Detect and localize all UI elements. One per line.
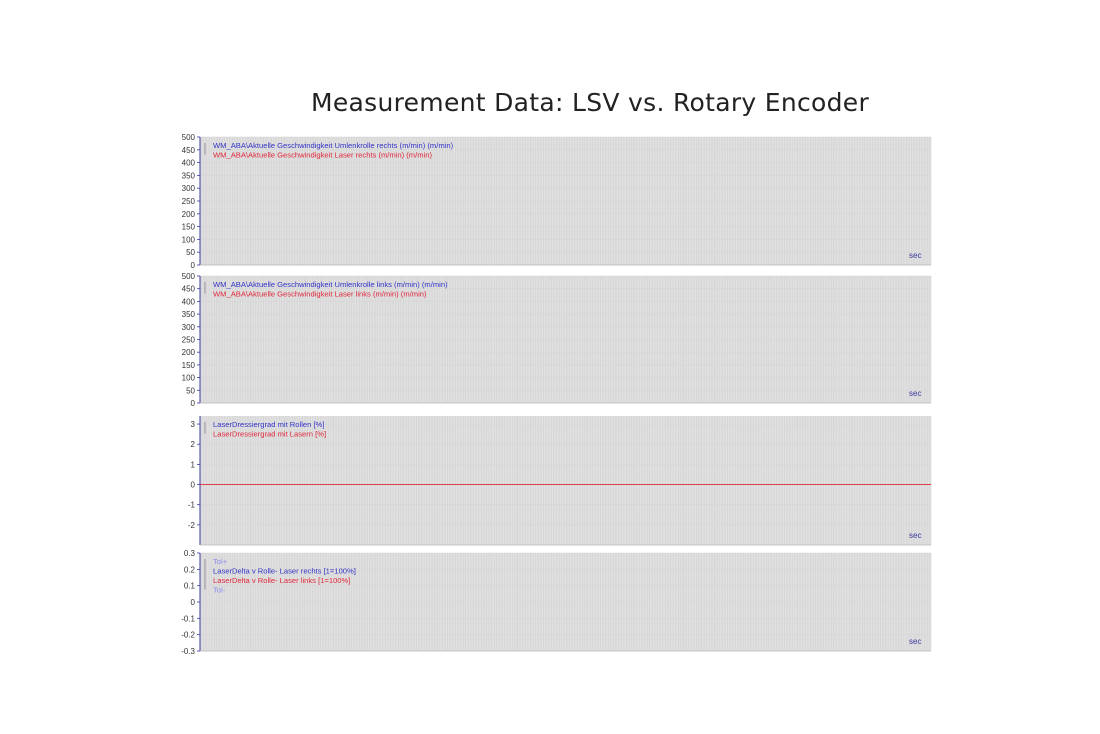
panel-2: 0 50 100 150 200 250 300 350 400 450 500 WM_ABA\Akt… [0, 272, 931, 408]
x-unit-label: sec [909, 251, 921, 260]
y-tick-label: 200 [182, 348, 196, 357]
y-tick-label: 0.3 [184, 549, 196, 558]
legend-entry: WM_ABA\Aktuelle Geschwindigkeit Umlenkro… [213, 141, 454, 150]
y-tick-label: 0 [191, 598, 196, 607]
y-tick-label: -0.1 [181, 614, 195, 623]
y-tick-label: 100 [182, 374, 196, 383]
y-tick-label: 500 [182, 272, 196, 281]
y-tick-label: -0.3 [181, 647, 195, 656]
y-tick-label: 300 [182, 184, 196, 193]
y-tick-label: 250 [182, 336, 196, 345]
y-tick-label: 0 [191, 261, 196, 270]
y-tick-label: 50 [186, 386, 195, 395]
legend-entry: WM_ABA\Aktuelle Geschwindigkeit Laser re… [213, 151, 432, 160]
y-tick-label: 350 [182, 310, 196, 319]
y-tick-label: 0.2 [184, 565, 196, 574]
y-tick-label: 1 [191, 460, 196, 469]
legend-entry: Tol+ [213, 557, 228, 566]
legend-entry: Tol- [213, 586, 226, 595]
legend-entry: LaserDelta v Rolle- Laser links [1=100%] [213, 576, 350, 585]
y-tick-label: 0 [191, 399, 196, 408]
legend-entry: WM_ABA\Aktuelle Geschwindigkeit Umlenkro… [213, 280, 448, 289]
y-tick-label: 50 [186, 248, 195, 257]
y-tick-label: 100 [182, 235, 196, 244]
y-tick-label: 400 [182, 159, 196, 168]
y-tick-label: 200 [182, 210, 196, 219]
legend-entry: LaserDressiergrad mit Rollen [%] [213, 420, 324, 429]
y-tick-label: 300 [182, 323, 196, 332]
legend-entry: LaserDelta v Rolle- Laser rechts [1=100%… [213, 567, 356, 576]
x-unit-label: sec [909, 531, 921, 540]
panel-3: -2 -1 0 1 2 3 LaserDressiergrad mit Rollen [%]… [0, 416, 931, 545]
y-tick-label: 500 [182, 133, 196, 142]
y-tick-label: 2 [191, 440, 196, 449]
y-tick-label: -2 [188, 521, 196, 530]
y-tick-label: 450 [182, 285, 196, 294]
y-tick-label: 450 [182, 146, 196, 155]
y-tick-label: -0.2 [181, 631, 195, 640]
y-tick-label: 0 [191, 481, 196, 490]
panel-1: 0 50 100 150 200 250 300 350 400 450 500 WM_ABA\Akt… [0, 133, 931, 270]
y-tick-label: 400 [182, 297, 196, 306]
legend-entry: WM_ABA\Aktuelle Geschwindigkeit Laser li… [213, 290, 427, 299]
x-unit-label: sec [909, 637, 921, 646]
y-tick-label: 350 [182, 171, 196, 180]
y-tick-label: -1 [188, 501, 196, 510]
y-tick-label: 150 [182, 223, 196, 232]
y-tick-label: 250 [182, 197, 196, 206]
x-unit-label: sec [909, 389, 921, 398]
y-tick-label: 0.1 [184, 582, 196, 591]
y-tick-label: 3 [191, 420, 196, 429]
legend-entry: LaserDressiergrad mit Lasern [%] [213, 430, 326, 439]
y-tick-label: 150 [182, 361, 196, 370]
